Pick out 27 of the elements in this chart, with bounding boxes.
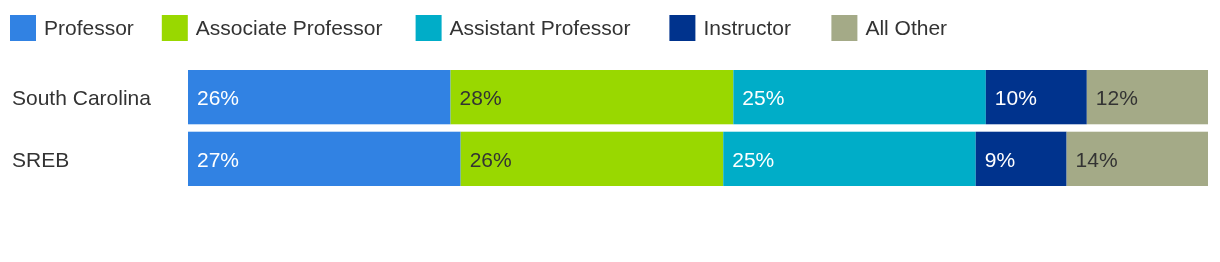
data-label: 25% bbox=[732, 147, 775, 171]
legend-label: Associate Professor bbox=[195, 16, 383, 39]
data-label: 12% bbox=[1095, 86, 1138, 110]
data-label: 9% bbox=[984, 147, 1016, 171]
data-label: 26% bbox=[197, 86, 240, 110]
bar bbox=[1066, 131, 1208, 186]
bar bbox=[723, 131, 976, 186]
bar bbox=[450, 70, 734, 125]
bar bbox=[733, 70, 986, 125]
data-label: 10% bbox=[994, 86, 1037, 110]
bar bbox=[1086, 70, 1208, 125]
bar bbox=[188, 131, 461, 186]
bar bbox=[985, 70, 1087, 125]
data-label: 28% bbox=[459, 86, 502, 110]
data-label: 25% bbox=[742, 86, 785, 110]
legend-label: Instructor bbox=[703, 16, 791, 39]
data-label: 26% bbox=[469, 147, 512, 171]
legend-label: Professor bbox=[44, 16, 134, 39]
legend-label: Assistant Professor bbox=[449, 16, 631, 39]
y-tick-label: South Carolina bbox=[12, 86, 152, 110]
y-tick-label: SREB bbox=[12, 147, 70, 171]
data-label: 27% bbox=[197, 147, 240, 171]
bar bbox=[460, 131, 724, 186]
bar bbox=[975, 131, 1067, 186]
legend-label: All Other bbox=[865, 16, 948, 39]
bar bbox=[188, 70, 451, 125]
data-label: 14% bbox=[1075, 147, 1118, 171]
